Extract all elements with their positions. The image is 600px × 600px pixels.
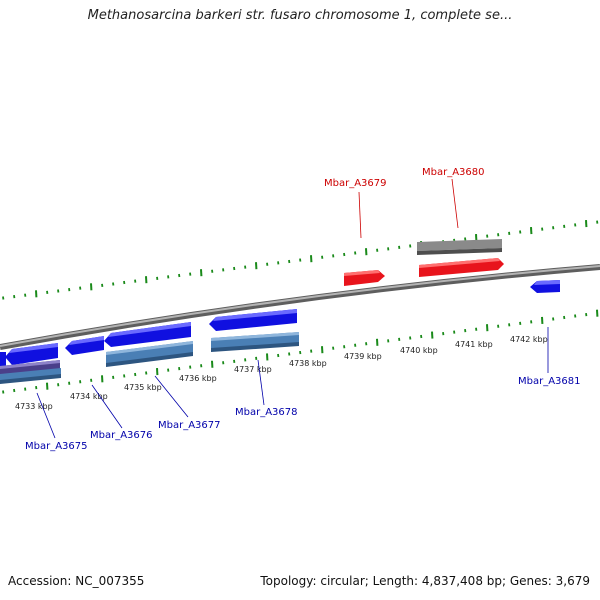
gene-label-3675[interactable]: Mbar_A3675 — [25, 441, 88, 452]
gene-label-3677[interactable]: Mbar_A3677 — [158, 420, 221, 431]
gene-arrow-3675[interactable] — [5, 343, 58, 365]
gene-label-3678[interactable]: Mbar_A3678 — [235, 407, 298, 418]
inner-tick-row — [2, 309, 599, 394]
gene-label-3681[interactable]: Mbar_A3681 — [518, 376, 581, 387]
topology-summary: Topology: circular; Length: 4,837,408 bp… — [260, 574, 590, 588]
gene-label-3676[interactable]: Mbar_A3676 — [90, 430, 153, 441]
steel-feature-3677[interactable] — [106, 341, 193, 367]
steel-feature-3678[interactable] — [211, 332, 299, 352]
gene-label-3679[interactable]: Mbar_A3679 — [324, 178, 387, 189]
steel-feature-3675[interactable] — [0, 368, 61, 384]
gene-arrow-3679[interactable] — [344, 270, 385, 286]
leader-lines — [36, 178, 549, 439]
gene-arrow-3674[interactable] — [0, 352, 6, 366]
gene-arrow-3681[interactable] — [530, 280, 560, 293]
gene-arrow-3677[interactable] — [104, 322, 191, 347]
kbp-label-4740: 4740 kbp — [400, 346, 438, 355]
gene-arrow-3676[interactable] — [65, 336, 104, 355]
chromosome-backbone-highlight — [0, 265, 600, 347]
kbp-label-4734: 4734 kbp — [70, 392, 108, 401]
map-title: Methanosarcina barkeri str. fusaro chrom… — [87, 8, 513, 23]
kbp-label-4742: 4742 kbp — [510, 335, 548, 344]
kbp-label-4733: 4733 kbp — [15, 402, 53, 411]
kbp-label-4739: 4739 kbp — [344, 352, 382, 361]
accession-text: Accession: NC_007355 — [8, 574, 145, 588]
kbp-label-4737: 4737 kbp — [234, 365, 272, 374]
kbp-label-4741: 4741 kbp — [455, 340, 493, 349]
outer-tick-row — [2, 219, 599, 300]
gene-label-3680[interactable]: Mbar_A3680 — [422, 167, 485, 178]
kbp-label-4735: 4735 kbp — [124, 383, 162, 392]
gene-arrow-3678[interactable] — [209, 309, 297, 331]
kbp-label-4738: 4738 kbp — [289, 359, 327, 368]
feature-gray-3680[interactable] — [417, 239, 502, 255]
gene-arrow-3680[interactable] — [419, 258, 504, 277]
kbp-label-4736: 4736 kbp — [179, 374, 217, 383]
